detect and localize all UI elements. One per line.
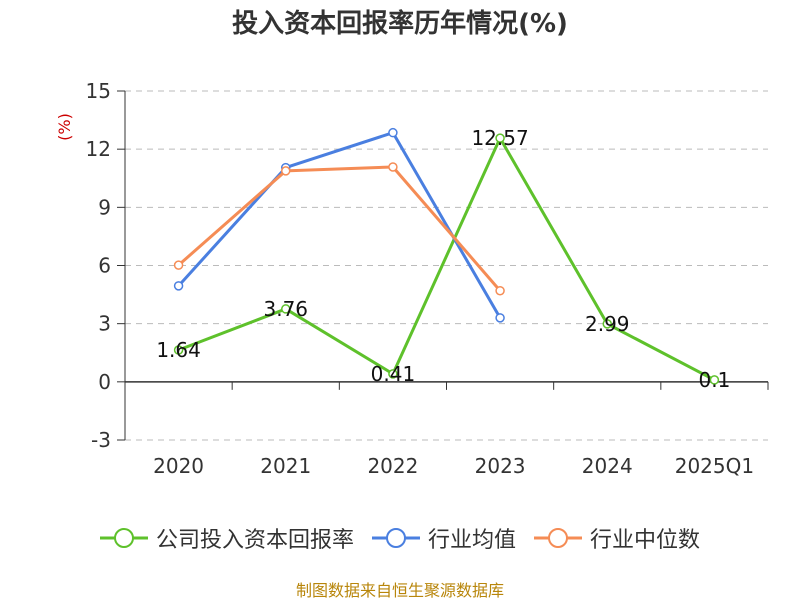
data-point (281, 304, 291, 314)
data-point (173, 345, 184, 355)
data-point (388, 162, 398, 172)
data-point (495, 285, 505, 296)
data-label: 0.41 (371, 362, 416, 386)
legend-item[interactable]: 行业均值 (371, 522, 516, 554)
x-tick-label: 2024 (582, 454, 633, 478)
series-line-2 (177, 165, 502, 292)
source-note: 制图数据来自恒生聚源数据库 (295, 581, 504, 600)
legend: 公司投入资本回报率 行业均值 行业中位数 (0, 518, 800, 558)
data-point (281, 166, 291, 176)
x-tick-label: 2025Q1 (675, 454, 754, 478)
series-line-0 (178, 136, 716, 382)
data-label: 1.64 (156, 338, 201, 362)
y-tick-label: 6 (98, 254, 111, 278)
data-point (173, 281, 184, 291)
data-point (495, 313, 505, 323)
y-tick-label: 15 (86, 79, 111, 103)
legend-marker-icon (371, 528, 420, 548)
legend-item[interactable]: 行业中位数 (534, 522, 700, 554)
x-tick-label: 2021 (260, 454, 311, 478)
data-point (602, 319, 612, 329)
legend-circle (385, 528, 406, 548)
legend-item[interactable]: 公司投入资本回报率 (99, 522, 354, 554)
data-point (495, 133, 505, 143)
legend-label: 公司投入资本回报率 (155, 528, 354, 553)
data-point (388, 127, 398, 138)
data-label: 12.57 (471, 126, 528, 150)
data-labels-layer: 1.64 3.76 0.41 12.57 2.99 0.1 (156, 126, 730, 392)
axes-layer: -3 0 3 6 9 12 15 2020 2021 2022 2023 2024 2025Q1 (86, 79, 769, 478)
x-tick-label: 2020 (153, 454, 204, 478)
series-layer (173, 127, 720, 385)
data-label: 3.76 (263, 297, 308, 321)
legend-circle (548, 528, 568, 548)
y-tick-label: 9 (98, 195, 111, 219)
data-label: 2.99 (585, 312, 630, 336)
y-tick-label: 0 (98, 370, 111, 394)
data-label: 0.1 (699, 368, 731, 392)
y-tick-label: 3 (98, 312, 111, 336)
series-line-1 (177, 131, 502, 319)
data-point (173, 260, 184, 270)
chart-title: 投入资本回报率历年情况(%) (232, 9, 568, 39)
x-tick-label: 2023 (475, 454, 526, 478)
legend-marker-icon (99, 528, 148, 548)
legend-circle (113, 528, 134, 548)
data-point (709, 375, 720, 385)
legend-label: 行业中位数 (590, 528, 701, 553)
y-tick-label: -3 (91, 428, 111, 452)
legend-label: 行业均值 (427, 528, 516, 553)
legend-marker-icon (534, 528, 582, 548)
y-tick-label: 12 (86, 137, 111, 161)
x-tick-label: 2022 (367, 454, 418, 478)
grid-layer (125, 90, 768, 441)
data-point (388, 369, 398, 379)
